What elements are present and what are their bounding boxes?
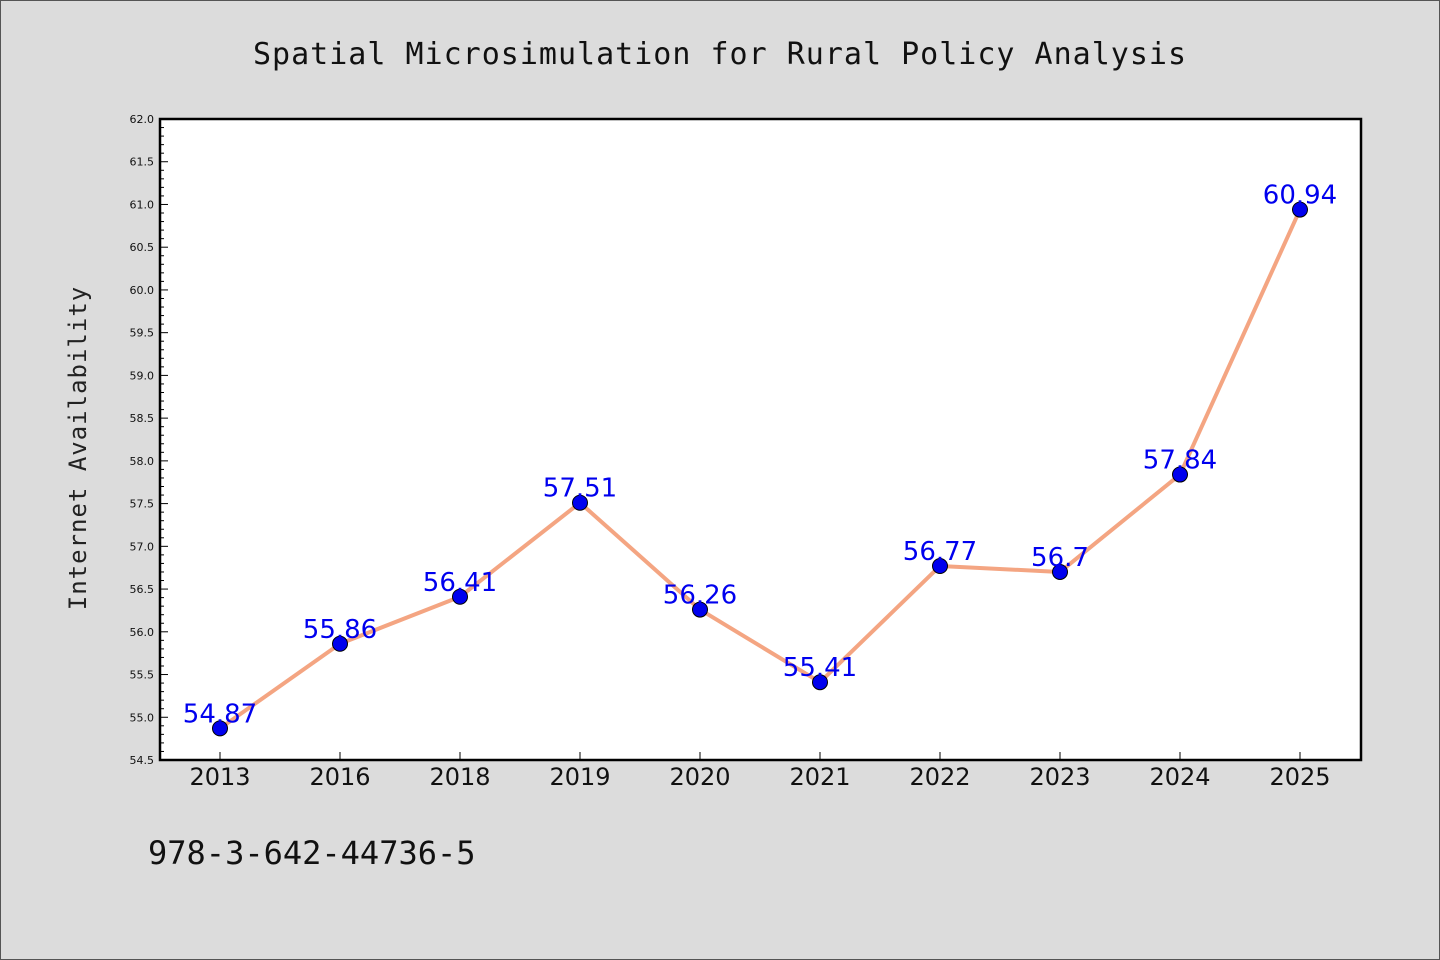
plot-border	[158, 117, 1363, 762]
x-tick-label: 2025	[1269, 763, 1330, 791]
y-axis: 54.5 55.0 55.5 56.0 56.5 57.0 57.5 58.0 58.5 59.0…	[130, 113, 168, 767]
data-point	[452, 588, 468, 605]
y-tick-label: 58.5	[130, 412, 155, 425]
x-tick-label: 2013	[189, 763, 250, 791]
chart-title: Spatial Microsimulation for Rural Policy…	[253, 37, 1187, 72]
data-point	[332, 635, 348, 652]
data-label: 60.94	[1263, 181, 1337, 211]
data-label: 57.51	[543, 474, 617, 504]
y-tick-label: 56.5	[130, 583, 155, 596]
series-markers	[212, 201, 1308, 737]
y-tick-label: 56.0	[130, 626, 155, 639]
data-label: 54.87	[183, 699, 257, 729]
y-tick-label: 57.5	[130, 498, 155, 511]
y-tick-label: 60.5	[130, 241, 155, 254]
x-tick-label: 2018	[429, 763, 490, 791]
y-tick-label: 54.5	[130, 754, 155, 767]
x-axis: 2013 2016 2018 2019 2020 2021 2022 2023 2024 2025	[189, 752, 1331, 791]
y-tick-label: 59.5	[130, 327, 155, 340]
y-tick-label: 61.0	[130, 198, 155, 211]
data-label: 56.77	[903, 537, 977, 567]
y-tick-label: 61.5	[130, 156, 155, 169]
data-point	[932, 557, 948, 574]
data-point	[692, 601, 708, 618]
x-tick-label: 2024	[1149, 763, 1210, 791]
x-tick-label: 2019	[549, 763, 610, 791]
isbn-annotation: 978-3-642-44736-5	[148, 834, 476, 872]
data-point	[1052, 563, 1068, 580]
data-label: 55.86	[303, 615, 377, 645]
y-tick-label: 57.0	[130, 540, 155, 553]
series-line	[218, 208, 1302, 731]
x-tick-label: 2016	[309, 763, 370, 791]
y-axis-label: Internet Availability	[64, 286, 92, 610]
data-point	[1172, 466, 1188, 483]
data-label: 57.84	[1143, 446, 1217, 476]
y-tick-label: 55.5	[130, 669, 155, 682]
y-tick-label: 59.0	[130, 369, 155, 382]
data-point	[212, 720, 228, 737]
data-label: 56.41	[423, 568, 497, 598]
x-tick-label: 2021	[789, 763, 850, 791]
data-labels: 54.87 55.86 56.41 57.51 56.26 55.41 56.77 56.7 5…	[183, 181, 1337, 730]
x-tick-label: 2023	[1029, 763, 1090, 791]
y-tick-label: 55.0	[130, 711, 155, 724]
data-label: 56.7	[1031, 543, 1089, 573]
y-tick-label: 62.0	[130, 113, 155, 126]
y-tick-label: 60.0	[130, 284, 155, 297]
data-label: 55.41	[783, 653, 857, 683]
x-tick-label: 2022	[909, 763, 970, 791]
data-label: 56.26	[663, 581, 737, 611]
plot-area	[160, 119, 1361, 760]
data-point	[572, 494, 588, 511]
x-tick-label: 2020	[669, 763, 730, 791]
data-point	[812, 674, 828, 691]
y-tick-label: 58.0	[130, 455, 155, 468]
data-point	[1292, 201, 1308, 218]
